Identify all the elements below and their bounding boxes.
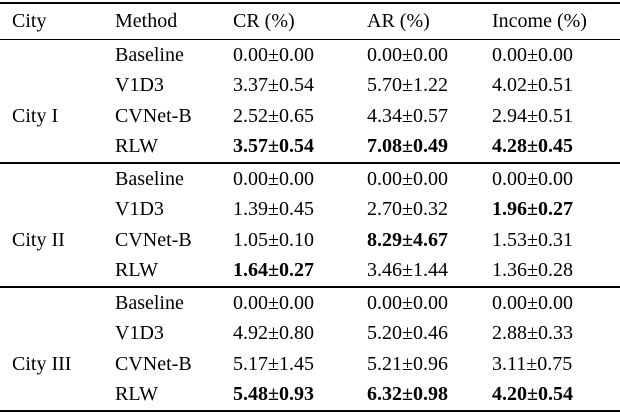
income-cell: 3.11±0.75: [492, 352, 573, 375]
table-row: City II CVNet-B 1.05±0.10 8.29±4.67 1.53…: [0, 225, 620, 256]
cr-cell: 0.00±0.00: [233, 291, 314, 314]
table-row: City III CVNet-B 5.17±1.45 5.21±0.96 3.1…: [0, 349, 620, 380]
method-cell: Baseline: [115, 291, 184, 314]
header-city: City: [0, 3, 103, 40]
ar-cell: 0.00±0.00: [367, 291, 448, 314]
cr-cell: 1.05±0.10: [233, 228, 314, 251]
cr-cell: 5.48±0.93: [233, 383, 314, 406]
income-cell: 4.20±0.54: [492, 383, 573, 406]
city-cell: [0, 255, 103, 288]
city-cell: City I: [12, 104, 59, 127]
method-cell: RLW: [115, 383, 158, 406]
table-row: RLW 5.48±0.93 6.32±0.98 4.20±0.54: [0, 380, 620, 412]
city-cell: City II: [12, 228, 65, 251]
table-row: V1D3 4.92±0.80 5.20±0.46 2.88±0.33: [0, 319, 620, 350]
table-body: Baseline 0.00±0.00 0.00±0.00 0.00±0.00 V…: [0, 40, 620, 412]
ar-cell: 5.70±1.22: [367, 74, 448, 97]
table-header: City Method CR (%) AR (%) Income (%): [0, 3, 620, 40]
method-cell: V1D3: [115, 322, 164, 345]
city-cell: City III: [12, 352, 72, 375]
income-cell: 1.96±0.27: [492, 198, 573, 221]
income-cell: 0.00±0.00: [492, 167, 573, 190]
ar-cell: 6.32±0.98: [367, 383, 448, 406]
income-cell: 0.00±0.00: [492, 43, 573, 66]
ar-cell: 3.46±1.44: [355, 255, 480, 288]
income-cell: 2.88±0.33: [492, 322, 573, 345]
cr-cell: 5.17±1.45: [233, 352, 314, 375]
method-cell: CVNet-B: [115, 104, 192, 127]
ar-cell: 7.08±0.49: [355, 131, 480, 164]
cr-cell: 2.52±0.65: [233, 104, 314, 127]
header-cr: CR (%): [221, 3, 355, 40]
table-row: V1D3 1.39±0.45 2.70±0.32 1.96±0.27: [0, 195, 620, 226]
ar-cell: 0.00±0.00: [367, 43, 448, 66]
table-row: Baseline 0.00±0.00 0.00±0.00 0.00±0.00: [0, 40, 620, 71]
income-cell: 4.28±0.45: [480, 131, 620, 164]
cr-cell: 0.00±0.00: [233, 43, 314, 66]
cr-cell: 3.57±0.54: [221, 131, 355, 164]
method-cell: V1D3: [115, 198, 164, 221]
table-row: RLW 1.64±0.27 3.46±1.44 1.36±0.28: [0, 255, 620, 288]
method-cell: CVNet-B: [115, 352, 192, 375]
table-row: Baseline 0.00±0.00 0.00±0.00 0.00±0.00: [0, 287, 620, 319]
header-row: City Method CR (%) AR (%) Income (%): [0, 3, 620, 40]
table-row: Baseline 0.00±0.00 0.00±0.00 0.00±0.00: [0, 163, 620, 195]
header-income: Income (%): [480, 3, 620, 40]
city-cell: [0, 40, 103, 71]
city-cell: [0, 319, 103, 350]
income-cell: 2.94±0.51: [492, 104, 573, 127]
ar-cell: 5.20±0.46: [367, 322, 448, 345]
cr-cell: 0.00±0.00: [233, 167, 314, 190]
cr-cell: 3.37±0.54: [233, 74, 314, 97]
table-row: City I CVNet-B 2.52±0.65 4.34±0.57 2.94±…: [0, 101, 620, 132]
city-cell: [0, 163, 103, 195]
city-cell: [0, 131, 103, 164]
cr-cell: 4.92±0.80: [233, 322, 314, 345]
income-cell: 0.00±0.00: [492, 291, 573, 314]
income-cell: 1.36±0.28: [480, 255, 620, 288]
header-ar: AR (%): [355, 3, 480, 40]
method-cell: RLW: [103, 255, 221, 288]
ar-cell: 0.00±0.00: [367, 167, 448, 190]
ar-cell: 2.70±0.32: [367, 198, 448, 221]
table-row: V1D3 3.37±0.54 5.70±1.22 4.02±0.51: [0, 71, 620, 102]
income-cell: 1.53±0.31: [492, 228, 573, 251]
header-method: Method: [103, 3, 221, 40]
city-cell: [0, 195, 103, 226]
method-cell: RLW: [103, 131, 221, 164]
method-cell: Baseline: [115, 43, 184, 66]
method-cell: CVNet-B: [115, 228, 192, 251]
city-cell: [0, 71, 103, 102]
ar-cell: 5.21±0.96: [367, 352, 448, 375]
city-cell: [0, 380, 103, 412]
cr-cell: 1.64±0.27: [221, 255, 355, 288]
table-row: RLW 3.57±0.54 7.08±0.49 4.28±0.45: [0, 131, 620, 164]
method-cell: V1D3: [115, 74, 164, 97]
income-cell: 4.02±0.51: [492, 74, 573, 97]
cr-cell: 1.39±0.45: [233, 198, 314, 221]
city-cell: [0, 287, 103, 319]
method-cell: Baseline: [115, 167, 184, 190]
ar-cell: 8.29±4.67: [367, 228, 448, 251]
ar-cell: 4.34±0.57: [367, 104, 448, 127]
